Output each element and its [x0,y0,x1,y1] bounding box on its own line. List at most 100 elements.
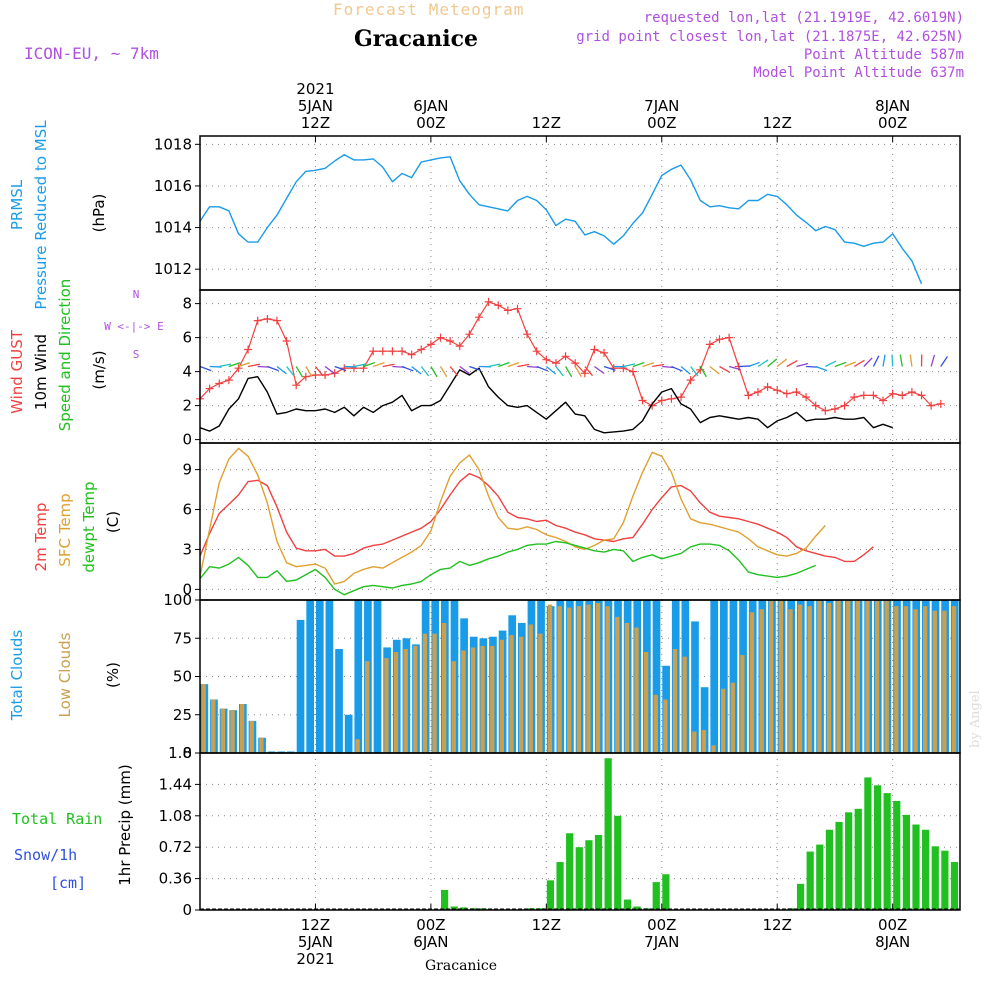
low-cloud-bar [874,600,880,753]
y-tick-label: 4 [182,363,192,381]
rain-bar [450,906,458,910]
wind-direction-arrow [642,362,655,368]
y-tick-label: 8 [182,295,192,313]
total-cloud-bar [373,600,382,753]
top-time-label: 00Z [878,114,907,132]
wind-10m-label: 10m Wind [32,334,50,410]
wind-direction-arrow [430,366,438,378]
low-cloud-bar [624,622,630,753]
bottom-time-label: 00Z [647,916,676,934]
wind-direction-arrow [420,366,430,377]
wind-direction-arrow [863,357,873,367]
pressure-line [199,153,923,285]
gust-point [590,345,599,354]
y-tick-label: 1.08 [159,807,192,825]
low-cloud-bar [432,633,437,753]
gust-point [782,389,791,398]
y-tick-label: 0 [182,901,192,919]
low-cloud-bar [846,600,851,753]
wind-direction-arrow [899,354,903,367]
frame-layer [195,135,961,911]
top-time-label: 12Z [301,114,330,132]
wind-direction-arrow [796,362,809,368]
bottom-time-label: 5JAN [298,933,333,951]
low-cloud-bar [461,650,466,753]
wind-direction-arrow [872,355,880,367]
gust-point [484,297,493,306]
gust-point [561,352,570,361]
low-cloud-bar [836,600,841,753]
wind-unit: (m/s) [90,350,108,389]
rain-bar [950,862,959,910]
compass-north: N [133,288,140,301]
y-tick-label: 50 [173,668,192,686]
cloud-low-label: Low Clouds [56,632,74,717]
low-cloud-bar [720,688,726,753]
bottom-time-label: 7JAN [644,933,679,951]
model-altitude: Model Point Altitude 637m [753,65,964,81]
wind-direction-arrow [267,365,279,372]
rain-bar [796,883,805,910]
wind-direction-arrow [555,366,564,377]
y-tick-label: 25 [173,706,192,724]
total-cloud-bar [652,600,661,753]
rain-bar [537,908,545,910]
gust-point [542,355,551,364]
gust-point [398,347,407,356]
low-cloud-bar [932,610,937,753]
total-cloud-bar [315,600,324,753]
wind-direction-arrow [353,363,366,368]
gust-point [253,316,262,325]
wind-direction-arrow [748,361,760,368]
temp-unit: (C) [104,511,122,533]
wind-direction-arrow [295,366,303,378]
wind-direction-arrow [401,365,414,372]
low-cloud-bar [413,645,418,753]
gust-point [532,347,541,356]
wind-direction-arrow [825,360,837,368]
wind-direction-arrow [469,365,481,371]
gust-point [792,388,801,396]
low-cloud-bar [451,661,456,753]
temp-2m-label: 2m Temp [32,503,50,572]
y-tick-label: 9 [182,461,192,479]
gust-point [436,333,445,342]
low-cloud-bar [663,699,668,753]
wind-direction-arrow [930,354,936,367]
gust-point [705,340,714,349]
y-tick-label: 100 [163,591,192,609]
wind-direction-arrow [286,366,295,377]
rain-bar [556,862,564,910]
temp-dew-label: dewpt Temp [80,481,98,572]
top-time-label: 12Z [763,114,792,132]
y-tick-label: 1.8 [168,744,192,762]
wind-direction-arrow [517,363,530,368]
gust-point [580,369,589,378]
compass-south: S [133,348,140,361]
wind-direction-arrow [603,365,616,371]
low-cloud-bar [634,627,639,753]
temp-sfc-line [199,447,826,585]
wind-direction-arrow [909,354,913,367]
wind-direction-arrow [199,365,212,372]
gust-point [311,371,320,379]
wind-direction-arrow [219,363,232,368]
wind-direction-arrow [719,365,731,373]
y-tick-label: 75 [173,629,192,647]
rain-bar [594,834,603,910]
wind-direction-arrow [882,354,886,367]
low-cloud-bar [759,609,764,753]
wind-direction-arrow [853,359,865,368]
low-cloud-bar [749,612,755,753]
wind-direction-arrow [709,365,720,375]
bottom-time-label: 00Z [878,916,907,934]
low-cloud-bar [470,647,476,753]
rain-bar [825,829,834,910]
bottom-time-label: 8JAN [875,933,910,951]
low-cloud-bar [249,720,254,753]
low-cloud-bar [807,606,812,753]
low-cloud-bar [211,699,216,753]
gust-point [378,347,387,356]
rain-bar [614,815,622,910]
